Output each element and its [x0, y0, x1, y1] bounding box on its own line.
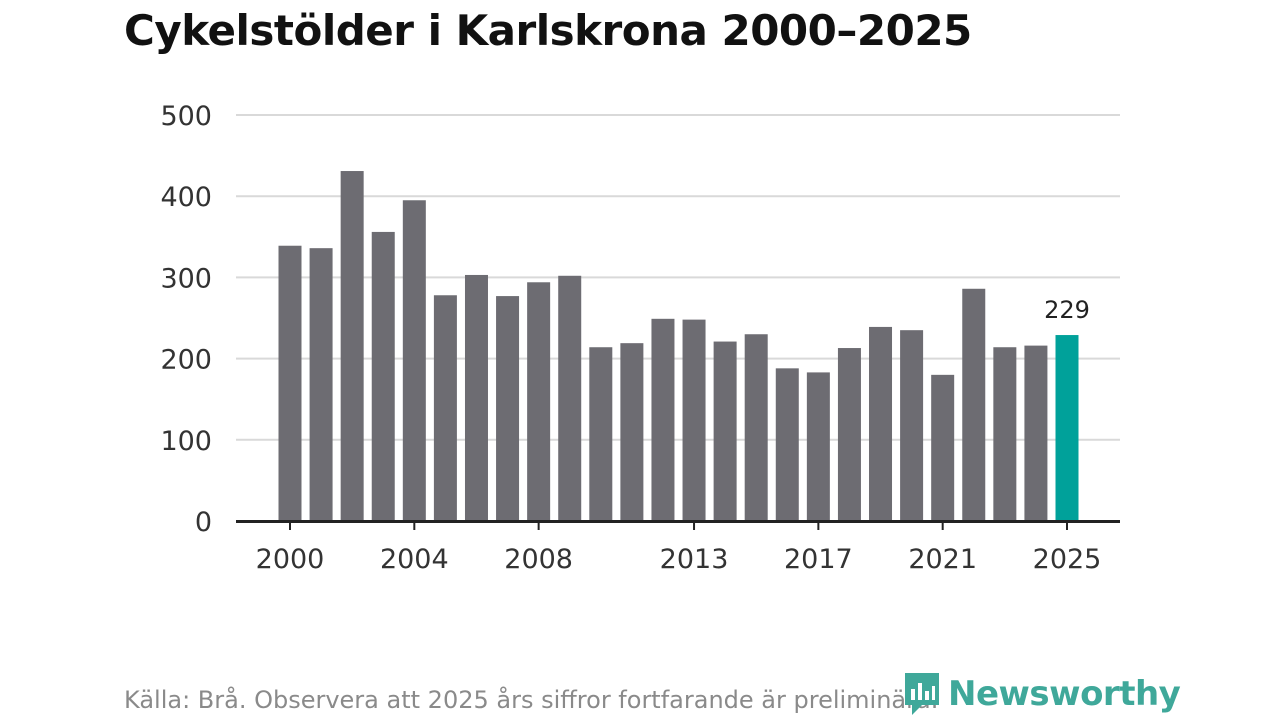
- bar-2014[interactable]: [713, 341, 737, 521]
- x-tick-label-2013: 2013: [660, 544, 729, 575]
- x-tick-label-2025: 2025: [1033, 544, 1102, 575]
- bar-2021[interactable]: [931, 374, 955, 521]
- y-tick-label-500: 500: [160, 101, 212, 132]
- y-tick-label-300: 300: [160, 263, 212, 294]
- bar-2006[interactable]: [464, 274, 488, 521]
- brand-logo[interactable]: Newsworthy: [902, 671, 1181, 717]
- bar-2007[interactable]: [496, 296, 520, 521]
- source-note: Källa: Brå. Observera att 2025 års siffr…: [124, 686, 939, 714]
- bar-2018[interactable]: [837, 348, 861, 521]
- bar-2023[interactable]: [993, 347, 1017, 521]
- bar-2003[interactable]: [371, 231, 395, 521]
- x-tick-label-2000: 2000: [256, 544, 325, 575]
- bar-2013[interactable]: [682, 319, 706, 521]
- y-tick-label-100: 100: [160, 426, 212, 457]
- bar-2004[interactable]: [402, 200, 426, 521]
- y-tick-label-200: 200: [160, 345, 212, 376]
- bar-2011[interactable]: [620, 343, 644, 521]
- bar-2005[interactable]: [433, 295, 457, 521]
- x-tick-label-2021: 2021: [908, 544, 977, 575]
- bar-2024[interactable]: [1024, 345, 1048, 521]
- x-tick-label-2017: 2017: [784, 544, 853, 575]
- bar-2000[interactable]: [278, 245, 302, 522]
- x-tick-label-2004: 2004: [380, 544, 449, 575]
- x-tick-label-2008: 2008: [504, 544, 573, 575]
- logo-wordmark: Newsworthy: [948, 674, 1181, 714]
- bar-2025[interactable]: [1055, 335, 1079, 521]
- axes: [236, 520, 1120, 530]
- y-tick-label-400: 400: [160, 182, 212, 213]
- bar-2012[interactable]: [651, 318, 675, 521]
- labels: 0 100 200 300 400 500 229 2000 2004 2008 2013 2017 2…: [160, 101, 1101, 575]
- bars: [278, 171, 1079, 522]
- bar-2001[interactable]: [309, 248, 333, 522]
- bar-2009[interactable]: [558, 275, 582, 521]
- bar-2019[interactable]: [869, 326, 893, 521]
- y-tick-label-0: 0: [195, 507, 212, 538]
- data-label-2025: 229: [1044, 296, 1090, 324]
- bar-2020[interactable]: [900, 330, 924, 521]
- bar-chart: 0 100 200 300 400 500 229 2000 2004 2008 2013 2017 2…: [160, 101, 1120, 575]
- grid-lines: [236, 114, 1120, 441]
- bar-2015[interactable]: [744, 334, 768, 521]
- bar-2002[interactable]: [340, 171, 364, 521]
- bar-2008[interactable]: [527, 282, 551, 521]
- bar-2016[interactable]: [775, 368, 799, 521]
- bar-2010[interactable]: [589, 347, 613, 521]
- newsworthy-logo-icon: [905, 673, 939, 715]
- chart-title: Cykelstölder i Karlskrona 2000–2025: [124, 6, 972, 55]
- bar-2017[interactable]: [806, 372, 830, 521]
- bar-2022[interactable]: [962, 288, 986, 521]
